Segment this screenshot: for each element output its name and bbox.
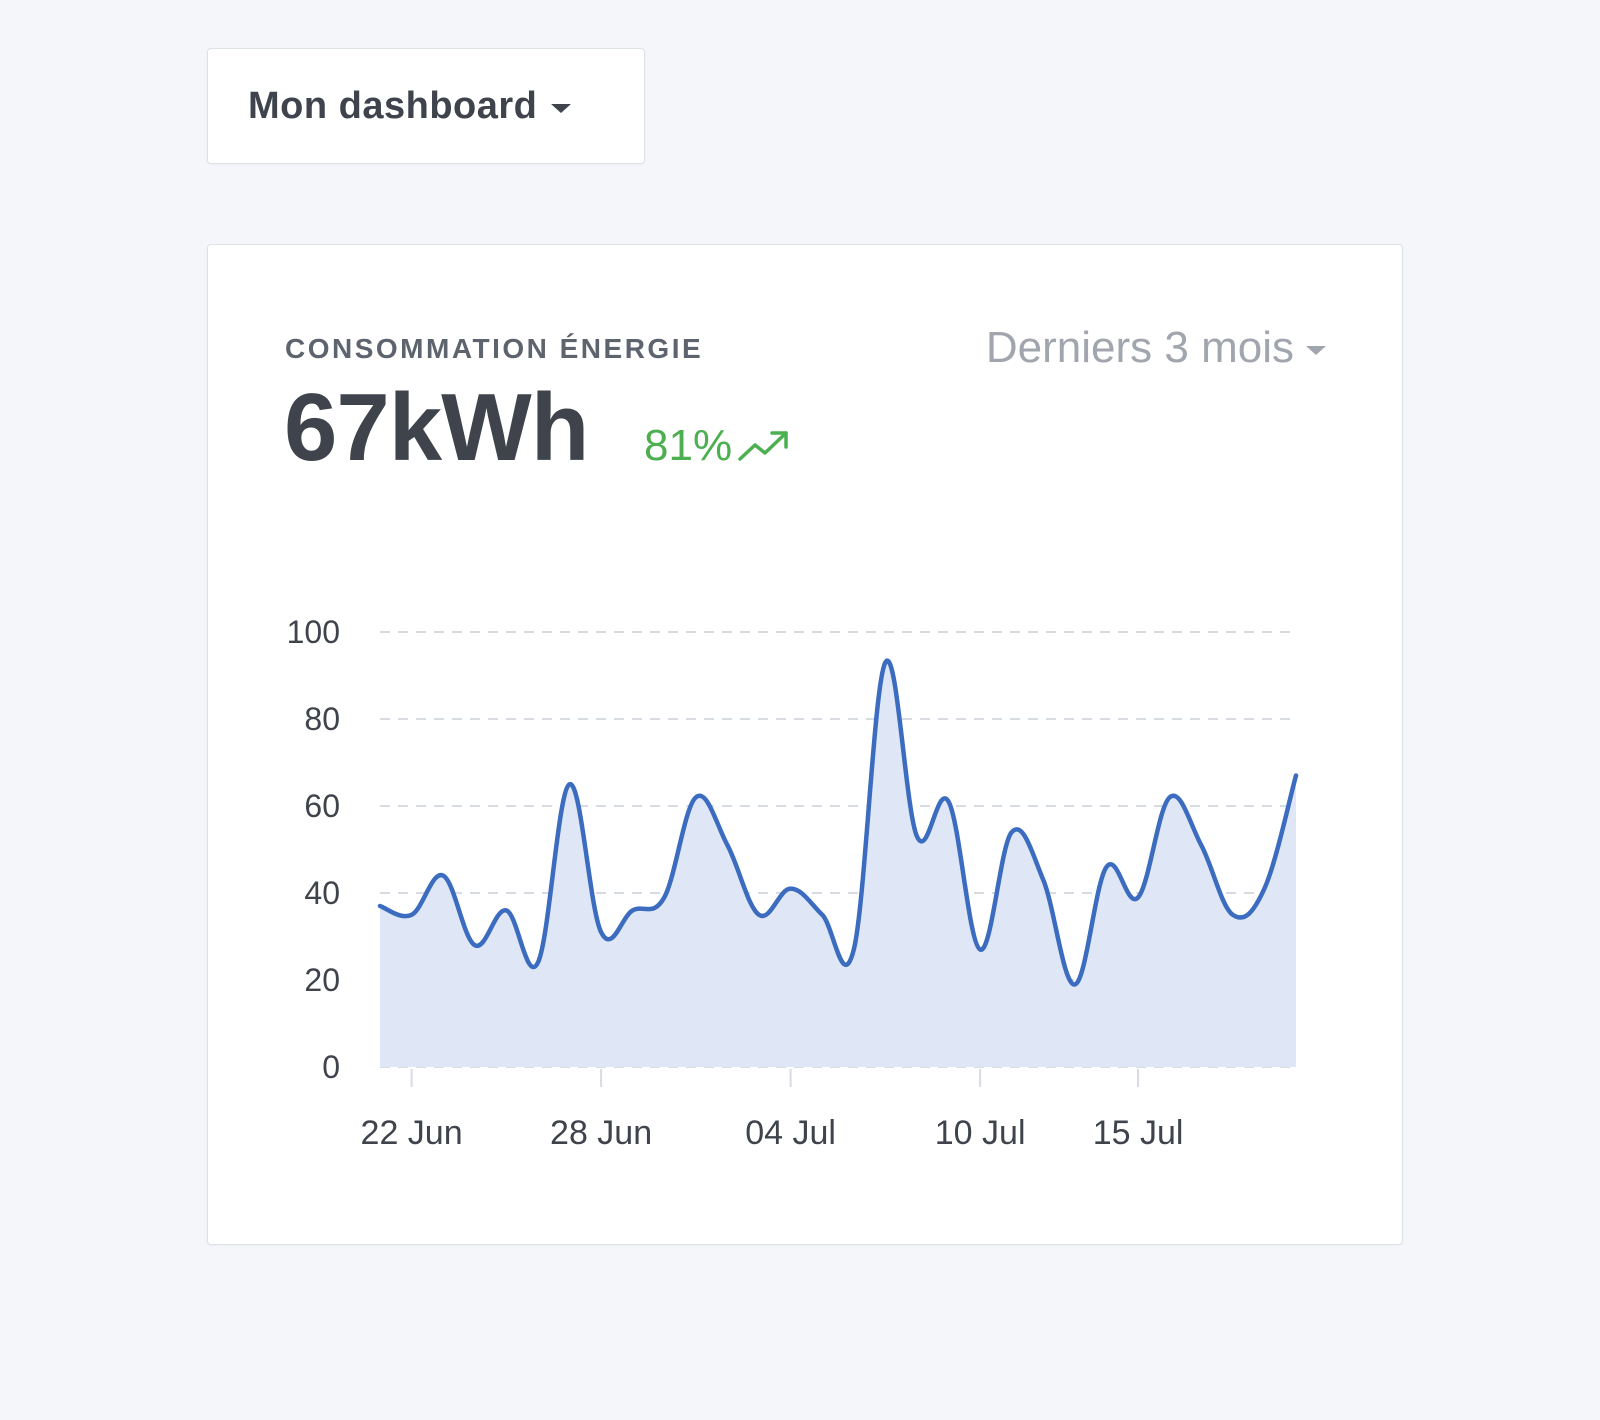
y-tick-label: 60 bbox=[304, 788, 340, 824]
card-title: CONSOMMATION ÉNERGIE bbox=[285, 333, 704, 364]
y-tick-label: 0 bbox=[322, 1049, 340, 1085]
series-line bbox=[377, 658, 1299, 987]
x-tick-label: 04 Jul bbox=[745, 1114, 836, 1152]
metric-value: 67kWh bbox=[284, 374, 589, 481]
y-tick-label: 100 bbox=[287, 614, 340, 650]
x-tick-label: 28 Jun bbox=[550, 1114, 652, 1152]
change-percent: 81% bbox=[644, 421, 733, 470]
x-tick-label: 22 Jun bbox=[361, 1114, 463, 1152]
y-tick-label: 40 bbox=[304, 875, 340, 911]
energy-card: CONSOMMATION ÉNERGIE 67kWh 81% Derniers … bbox=[207, 244, 1403, 1245]
x-tick-label: 15 Jul bbox=[1093, 1114, 1184, 1152]
energy-chart: 0 20 40 60 80 100 22 Jun 28 Jun 04 Jul 10 Jul 15 J… bbox=[287, 614, 1299, 1152]
metric-change: 81% bbox=[644, 421, 790, 471]
dashboard-select-label: Mon dashboard bbox=[248, 84, 538, 127]
series-area bbox=[380, 660, 1296, 1067]
period-select[interactable]: Derniers 3 mois bbox=[986, 323, 1326, 373]
dashboard-select[interactable]: Mon dashboard bbox=[207, 48, 645, 164]
period-select-label: Derniers 3 mois bbox=[985, 323, 1294, 372]
caret-down-icon bbox=[551, 103, 572, 113]
y-tick-label: 80 bbox=[304, 701, 340, 737]
trending-up-icon bbox=[738, 431, 788, 461]
caret-down-icon bbox=[1306, 345, 1326, 355]
y-tick-label: 20 bbox=[304, 962, 340, 998]
x-tick-label: 10 Jul bbox=[935, 1114, 1026, 1152]
